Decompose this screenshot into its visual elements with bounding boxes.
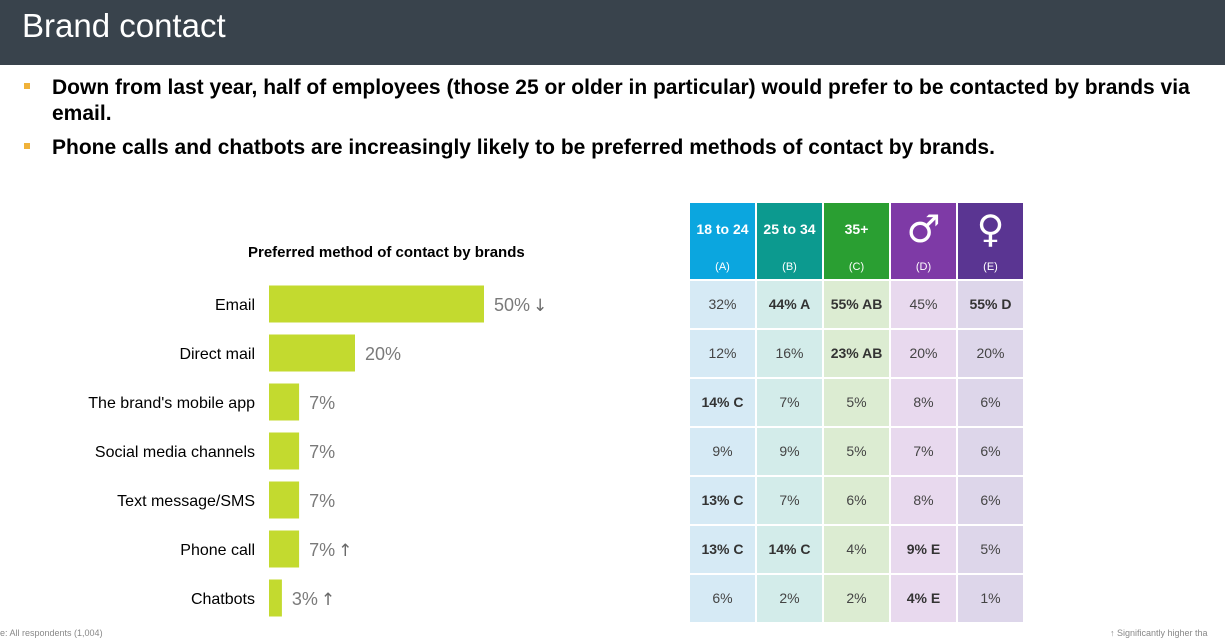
column-header: 35+ (C) — [824, 203, 889, 279]
table-cell: 44% A — [757, 281, 822, 328]
table-cell: 7% — [757, 379, 822, 426]
page-title: Brand contact — [22, 7, 226, 44]
table-cell: 20% — [891, 330, 956, 377]
bullet-marker-icon — [24, 83, 30, 89]
column-letter: (C) — [848, 261, 865, 273]
column-header-label: 18 to 24 — [696, 221, 749, 237]
table-cell: 55% D — [958, 281, 1023, 328]
column-header-label: 25 to 34 — [763, 221, 816, 237]
column-header: 25 to 34 (B) — [757, 203, 822, 279]
table-cell: 9% — [757, 428, 822, 475]
table-cell: 7% — [891, 428, 956, 475]
table-cell: 9% — [690, 428, 755, 475]
table-cell: 5% — [824, 428, 889, 475]
category-label: Email — [215, 297, 255, 314]
table-cell: 14% C — [757, 526, 822, 573]
value-label: 7% — [309, 540, 335, 560]
table-cell: 16% — [757, 330, 822, 377]
bullet-item: Down from last year, half of employees (… — [20, 75, 1210, 127]
category-label: Chatbots — [191, 591, 255, 608]
table-cell: 55% AB — [824, 281, 889, 328]
value-label: 7% — [309, 442, 335, 462]
column-header: 18 to 24 (A) — [690, 203, 755, 279]
table-cell: 4% E — [891, 575, 956, 622]
table-cell: 23% AB — [824, 330, 889, 377]
column-letter: (B) — [782, 261, 797, 273]
column-header-label: 35+ — [844, 221, 869, 237]
bullet-marker-icon — [24, 143, 30, 149]
male-symbol-icon: ♂ — [906, 207, 941, 251]
table-cell: 6% — [958, 428, 1023, 475]
bar — [269, 285, 484, 323]
table-cell: 8% — [891, 477, 956, 524]
table-cell: 12% — [690, 330, 755, 377]
bar-chart: Email 50% ↓ Direct mail 20% The brand's mobil… — [88, 285, 547, 617]
table-cell: 13% C — [690, 477, 755, 524]
bar — [269, 383, 300, 421]
bar — [269, 481, 300, 519]
table-cell: 13% C — [690, 526, 755, 573]
category-label: Direct mail — [179, 346, 255, 363]
column-letter: (D) — [915, 261, 932, 273]
bar — [269, 334, 355, 372]
value-label: 7% — [309, 491, 335, 511]
category-label: Phone call — [180, 542, 255, 559]
value-label: 3% — [292, 589, 318, 609]
value-label: 20% — [365, 344, 401, 364]
column-header: ♂ (D) — [891, 203, 956, 279]
bar — [269, 579, 282, 617]
table-cell: 2% — [757, 575, 822, 622]
table-cell: 5% — [824, 379, 889, 426]
chart-title: Preferred method of contact by brands — [248, 244, 525, 261]
table-cell: 6% — [958, 477, 1023, 524]
bullet-list: Down from last year, half of employees (… — [20, 75, 1210, 169]
footer-significance-note: ↑ Significantly higher tha — [1110, 628, 1208, 638]
bar — [269, 530, 300, 568]
table-cell: 32% — [690, 281, 755, 328]
footer-base-note: e: All respondents (1,004) — [0, 628, 103, 638]
table-cell: 6% — [690, 575, 755, 622]
table-cell: 45% — [891, 281, 956, 328]
table-cell: 9% E — [891, 526, 956, 573]
bullet-item: Phone calls and chatbots are increasingl… — [20, 135, 1210, 161]
column-header: ♀ (E) — [958, 203, 1023, 279]
bullet-text: Down from last year, half of employees (… — [52, 76, 1190, 125]
table-cell: 4% — [824, 526, 889, 573]
bar — [269, 432, 300, 470]
table-cell: 1% — [958, 575, 1023, 622]
column-letter: (A) — [715, 261, 730, 273]
value-label: 50% — [494, 295, 530, 315]
category-label: Social media channels — [95, 444, 255, 461]
table-cell: 6% — [824, 477, 889, 524]
title-bar: Brand contact — [0, 0, 1225, 65]
arrow-up-icon: ↑ — [338, 541, 352, 561]
arrow-up-icon: ↑ — [321, 590, 335, 610]
value-label: 7% — [309, 393, 335, 413]
column-letter: (E) — [983, 261, 998, 273]
table-cell: 5% — [958, 526, 1023, 573]
table-cell: 20% — [958, 330, 1023, 377]
table-cell: 8% — [891, 379, 956, 426]
female-symbol-icon: ♀ — [976, 207, 1005, 251]
category-label: The brand's mobile app — [88, 395, 255, 412]
table-cell: 2% — [824, 575, 889, 622]
table-cell: 6% — [958, 379, 1023, 426]
category-label: Text message/SMS — [117, 493, 255, 510]
table-cell: 14% C — [690, 379, 755, 426]
arrow-down-icon: ↓ — [533, 296, 547, 316]
table-cell: 7% — [757, 477, 822, 524]
bullet-text: Phone calls and chatbots are increasingl… — [52, 136, 995, 159]
